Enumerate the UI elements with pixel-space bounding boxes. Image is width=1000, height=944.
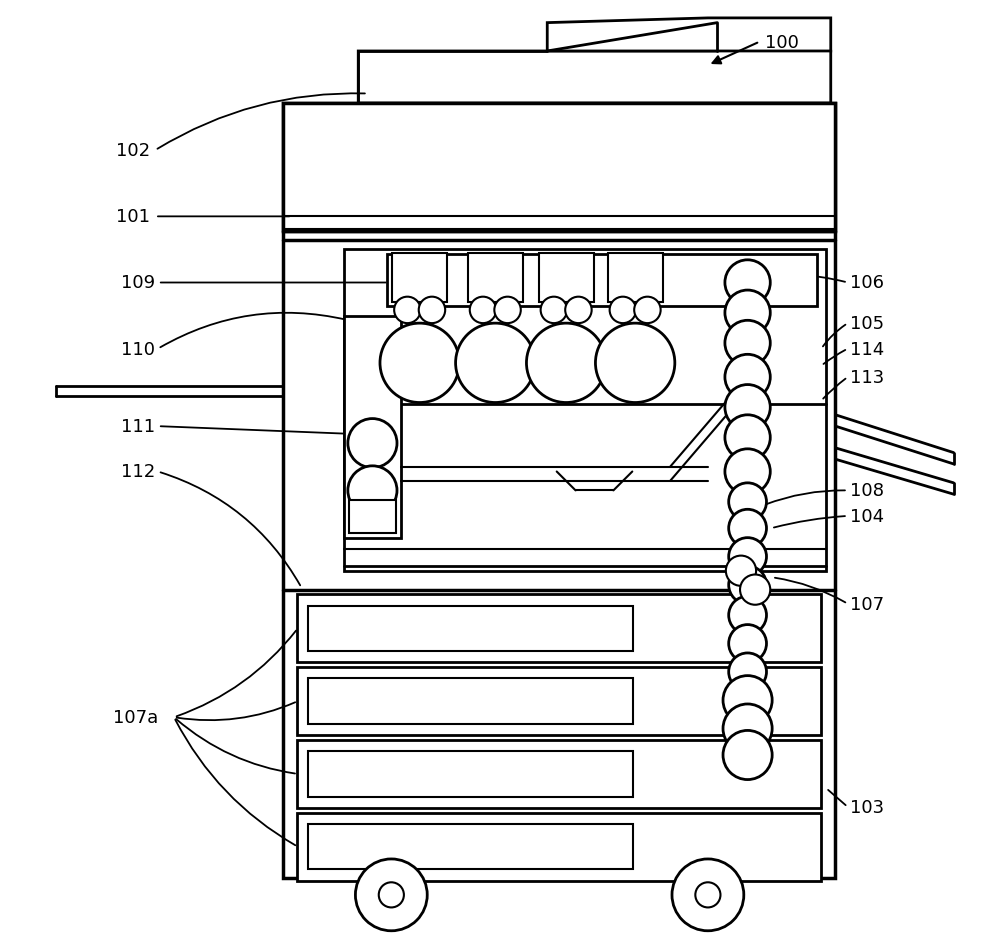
- Text: 113: 113: [850, 368, 884, 387]
- Circle shape: [729, 597, 766, 634]
- Text: 100: 100: [765, 33, 798, 52]
- Circle shape: [725, 321, 770, 366]
- Circle shape: [723, 676, 772, 725]
- Bar: [387, 255, 817, 307]
- Circle shape: [380, 324, 459, 403]
- Circle shape: [379, 883, 404, 907]
- Circle shape: [348, 419, 397, 468]
- Text: 103: 103: [850, 798, 884, 817]
- Text: 107: 107: [850, 595, 884, 614]
- Bar: [297, 740, 821, 808]
- Circle shape: [526, 324, 606, 403]
- Bar: [349, 500, 396, 533]
- Circle shape: [729, 483, 766, 521]
- Circle shape: [672, 859, 744, 931]
- Circle shape: [394, 297, 421, 324]
- Text: 105: 105: [850, 314, 884, 333]
- Circle shape: [695, 883, 720, 907]
- Circle shape: [348, 466, 397, 515]
- Circle shape: [725, 291, 770, 336]
- Text: 101: 101: [116, 208, 150, 227]
- Circle shape: [595, 324, 675, 403]
- Circle shape: [729, 510, 766, 548]
- Circle shape: [565, 297, 592, 324]
- Circle shape: [456, 324, 535, 403]
- Text: 110: 110: [121, 340, 155, 359]
- Bar: [468, 254, 523, 303]
- Circle shape: [725, 449, 770, 495]
- Text: 108: 108: [850, 481, 884, 500]
- Circle shape: [740, 575, 770, 605]
- Text: 102: 102: [116, 142, 150, 160]
- Circle shape: [725, 261, 770, 306]
- Text: 104: 104: [850, 507, 884, 526]
- Circle shape: [419, 297, 445, 324]
- Circle shape: [494, 297, 521, 324]
- Circle shape: [729, 653, 766, 691]
- Bar: [392, 254, 447, 303]
- Bar: [297, 595, 821, 663]
- Circle shape: [729, 538, 766, 576]
- Bar: [608, 254, 663, 303]
- Circle shape: [726, 556, 756, 586]
- Circle shape: [725, 385, 770, 430]
- Circle shape: [729, 625, 766, 663]
- Bar: [344, 250, 826, 571]
- Circle shape: [723, 704, 772, 753]
- Polygon shape: [358, 24, 831, 104]
- Bar: [283, 104, 835, 878]
- Circle shape: [355, 859, 427, 931]
- Circle shape: [723, 731, 772, 780]
- Text: 107a: 107a: [113, 708, 158, 727]
- Bar: [308, 824, 633, 869]
- Bar: [308, 751, 633, 797]
- Bar: [308, 606, 633, 651]
- Circle shape: [725, 355, 770, 400]
- Polygon shape: [547, 19, 831, 52]
- Circle shape: [541, 297, 567, 324]
- Circle shape: [725, 415, 770, 461]
- Circle shape: [729, 566, 766, 604]
- Text: 112: 112: [121, 463, 155, 481]
- Bar: [344, 316, 401, 538]
- Bar: [308, 679, 633, 724]
- Text: 106: 106: [850, 274, 884, 293]
- Text: 109: 109: [121, 274, 155, 293]
- Circle shape: [470, 297, 496, 324]
- Bar: [283, 104, 835, 231]
- Bar: [539, 254, 594, 303]
- Circle shape: [610, 297, 636, 324]
- Bar: [297, 667, 821, 735]
- Bar: [297, 813, 821, 881]
- Text: 111: 111: [121, 417, 155, 436]
- Circle shape: [634, 297, 661, 324]
- Text: 114: 114: [850, 340, 884, 359]
